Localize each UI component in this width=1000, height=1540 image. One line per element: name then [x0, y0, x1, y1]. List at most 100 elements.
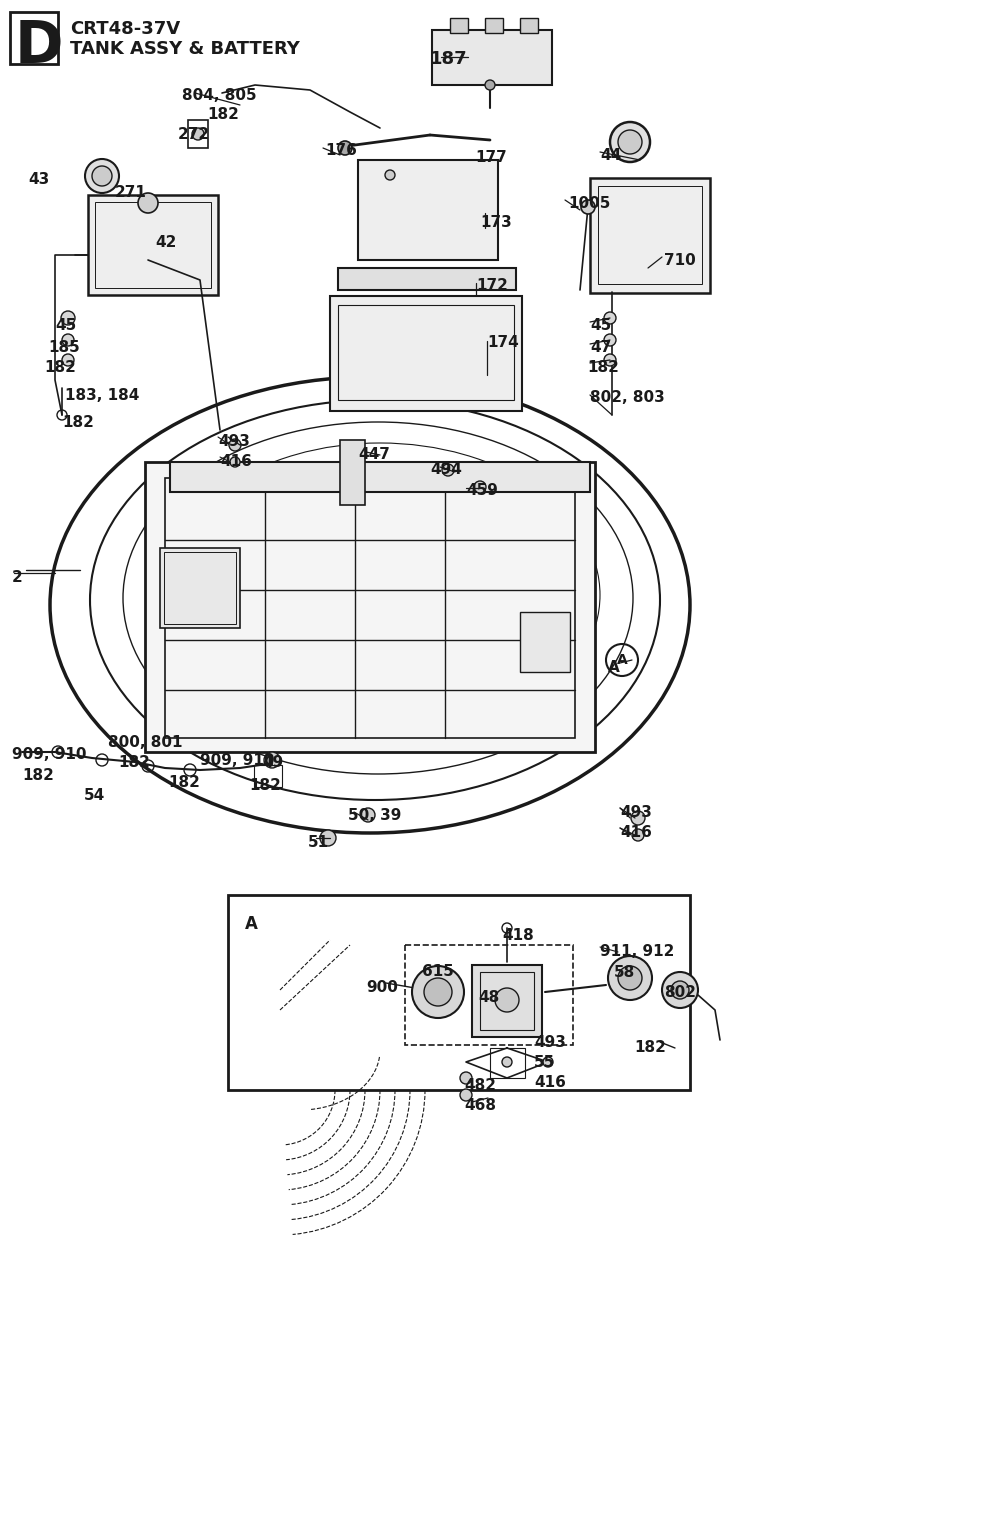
Text: A: A: [608, 661, 620, 675]
Circle shape: [485, 80, 495, 89]
Text: 50, 39: 50, 39: [348, 808, 401, 822]
Circle shape: [495, 989, 519, 1012]
Text: 182: 182: [118, 755, 150, 770]
Bar: [170, 462, 590, 491]
Text: 493: 493: [620, 805, 652, 819]
Text: D: D: [15, 18, 64, 75]
Bar: [490, 1049, 525, 1078]
Text: 1005: 1005: [568, 196, 610, 211]
Circle shape: [424, 978, 452, 1006]
Text: 418: 418: [502, 929, 534, 942]
Bar: [485, 18, 503, 32]
Text: 802: 802: [664, 986, 696, 999]
Text: 911, 912: 911, 912: [600, 944, 674, 959]
Bar: [228, 895, 690, 1090]
Circle shape: [662, 972, 698, 1009]
Text: 271: 271: [115, 185, 147, 200]
Text: 43: 43: [28, 172, 49, 186]
Text: 615: 615: [422, 964, 454, 979]
Text: 493: 493: [534, 1035, 566, 1050]
Bar: [480, 972, 534, 1030]
Bar: [160, 548, 240, 628]
Bar: [338, 305, 514, 400]
Text: 58: 58: [614, 966, 635, 979]
Circle shape: [543, 1056, 553, 1067]
Circle shape: [671, 981, 689, 999]
Text: 459: 459: [466, 484, 498, 497]
Circle shape: [632, 829, 644, 841]
Bar: [165, 477, 575, 738]
Bar: [254, 765, 282, 787]
Circle shape: [412, 966, 464, 1018]
Circle shape: [385, 169, 395, 180]
Text: 47: 47: [590, 340, 611, 356]
Text: 42: 42: [155, 236, 176, 249]
Bar: [450, 18, 468, 32]
Circle shape: [230, 457, 240, 467]
Text: 494: 494: [430, 462, 462, 477]
Circle shape: [138, 192, 158, 213]
Bar: [520, 611, 570, 671]
Circle shape: [85, 159, 119, 192]
Text: 909, 910: 909, 910: [12, 747, 87, 762]
Circle shape: [610, 122, 650, 162]
Circle shape: [608, 956, 652, 999]
Bar: [405, 946, 573, 1046]
Text: 174: 174: [487, 336, 519, 350]
Bar: [95, 202, 211, 288]
Text: 182: 182: [168, 775, 200, 790]
Text: 55: 55: [534, 1055, 555, 1070]
Circle shape: [320, 830, 336, 845]
Bar: [338, 268, 516, 290]
Text: 804, 805: 804, 805: [182, 88, 257, 103]
Text: 176: 176: [325, 143, 357, 159]
Circle shape: [361, 808, 375, 822]
Text: 182: 182: [62, 414, 94, 430]
Text: 51: 51: [308, 835, 329, 850]
Text: 182: 182: [207, 106, 239, 122]
Bar: [164, 551, 236, 624]
Bar: [10, 12, 58, 65]
Circle shape: [62, 334, 74, 346]
Bar: [598, 186, 702, 283]
Text: 182: 182: [44, 360, 76, 376]
Text: 48: 48: [478, 990, 499, 1006]
Text: 416: 416: [220, 454, 252, 470]
Text: 183, 184: 183, 184: [65, 388, 139, 403]
Circle shape: [460, 1072, 472, 1084]
Text: 416: 416: [620, 825, 652, 839]
Circle shape: [502, 1056, 512, 1067]
Bar: [590, 179, 710, 293]
Circle shape: [631, 812, 645, 825]
Text: 45: 45: [590, 317, 611, 333]
Text: 45: 45: [55, 317, 76, 333]
Bar: [520, 18, 538, 32]
Circle shape: [618, 129, 642, 154]
Text: 447: 447: [358, 447, 390, 462]
Circle shape: [338, 142, 352, 156]
Text: 802, 803: 802, 803: [590, 390, 665, 405]
Text: 2: 2: [12, 570, 23, 585]
Bar: [472, 966, 542, 1036]
Bar: [340, 440, 365, 505]
Circle shape: [474, 480, 486, 493]
Bar: [188, 120, 208, 148]
Text: A: A: [617, 653, 627, 667]
Text: 800, 801: 800, 801: [108, 735, 182, 750]
Text: 468: 468: [464, 1098, 496, 1113]
Text: 182: 182: [634, 1040, 666, 1055]
Circle shape: [618, 966, 642, 990]
Text: 185: 185: [48, 340, 80, 356]
Bar: [432, 29, 552, 85]
Circle shape: [604, 313, 616, 323]
Circle shape: [229, 439, 241, 451]
Text: 44: 44: [600, 148, 621, 163]
Circle shape: [604, 334, 616, 346]
Circle shape: [61, 311, 75, 325]
Text: 900: 900: [366, 979, 398, 995]
Text: 482: 482: [464, 1078, 496, 1093]
Circle shape: [92, 166, 112, 186]
Circle shape: [581, 200, 595, 214]
Circle shape: [264, 752, 280, 768]
Text: CRT48-37V: CRT48-37V: [70, 20, 180, 38]
